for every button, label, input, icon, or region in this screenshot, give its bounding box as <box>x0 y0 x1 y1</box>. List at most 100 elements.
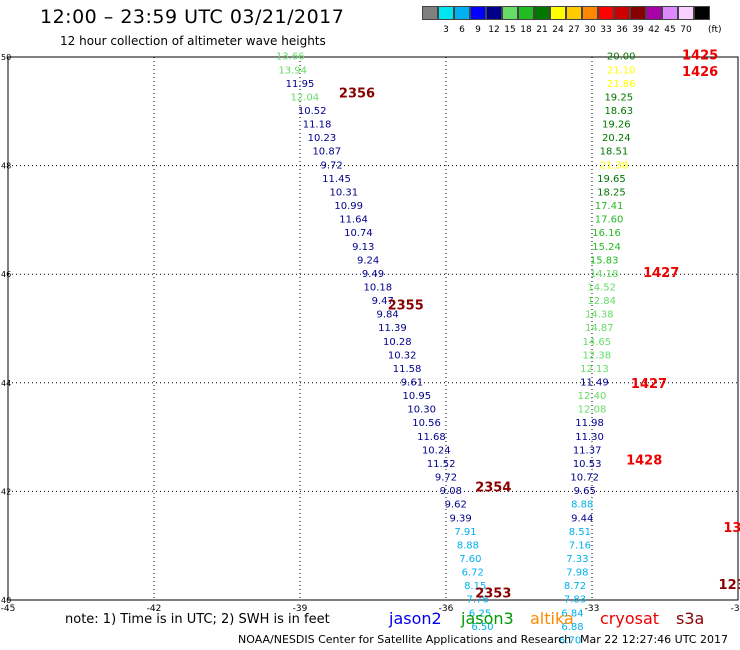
wave-height-label: 21.38 <box>600 160 629 171</box>
x-tick-label: -39 <box>293 604 308 614</box>
legend-label: 9 <box>475 25 481 35</box>
y-tick-label: 48 <box>1 162 11 171</box>
legend-label: 45 <box>664 25 676 35</box>
legend-label: 42 <box>648 25 660 35</box>
wave-height-label: 7.98 <box>566 568 588 579</box>
pass-time-label: 123 <box>719 578 740 593</box>
wave-height-label: 11.95 <box>286 79 315 90</box>
wave-height-label: 14.65 <box>583 337 612 348</box>
legend-swatch <box>614 6 630 20</box>
wave-height-label: 11.18 <box>303 120 332 131</box>
legend-swatch <box>678 6 694 20</box>
wave-height-label: 9.13 <box>352 242 374 253</box>
wave-height-label: 10.74 <box>344 228 373 239</box>
wave-height-label: 10.53 <box>573 459 602 470</box>
wave-height-label: 8.88 <box>571 500 593 511</box>
wave-height-label: 13.94 <box>278 65 307 76</box>
legend-label: 70 <box>680 25 692 35</box>
pass-time-label: 1427 <box>631 377 667 392</box>
legend-swatch <box>694 6 710 20</box>
wave-height-label: 6.25 <box>469 608 491 619</box>
pass-time-label: 1428 <box>626 453 662 468</box>
wave-height-label: 9.72 <box>321 160 343 171</box>
legend-swatch <box>534 6 550 20</box>
legend-label: 33 <box>600 25 612 35</box>
legend-label: 12 <box>488 25 500 35</box>
legend-swatch <box>422 6 438 20</box>
wave-height-label: 7.60 <box>459 554 481 565</box>
wave-height-label: 16.16 <box>592 228 621 239</box>
wave-height-label: 8.72 <box>564 581 586 592</box>
legend-swatch <box>470 6 486 20</box>
wave-height-label: 12.13 <box>580 364 609 375</box>
wave-height-label: 12.08 <box>578 405 607 416</box>
chart-title: 12:00 – 23:59 UTC 03/21/2017 <box>40 6 345 28</box>
x-tick-label: -45 <box>1 604 16 614</box>
wave-height-label: 19.26 <box>602 120 631 131</box>
wave-height-label: 7.83 <box>564 595 586 606</box>
y-tick-label: 40 <box>1 596 11 605</box>
wave-height-label: 8.88 <box>457 540 479 551</box>
wave-height-label: 8.51 <box>569 527 591 538</box>
wave-height-label: 18.25 <box>597 187 626 198</box>
satellite-s3a-label: s3a <box>676 609 705 628</box>
wave-height-label: 7.33 <box>566 554 588 565</box>
wave-height-label: 12.40 <box>578 391 607 402</box>
wave-height-label: 12.04 <box>291 92 320 103</box>
wave-height-label: 18.51 <box>600 147 629 158</box>
wave-height-label: 11.58 <box>393 364 422 375</box>
wave-height-label: 15.24 <box>592 242 621 253</box>
wave-height-label: 9.44 <box>571 513 593 524</box>
wave-height-label: 12.84 <box>587 296 616 307</box>
footer-credit: NOAA/NESDIS Center for Satellite Applica… <box>238 633 572 646</box>
wave-height-label: 10.28 <box>383 337 412 348</box>
legend-swatch <box>646 6 662 20</box>
wave-height-label: 14.52 <box>587 282 616 293</box>
wave-height-label: 21.86 <box>607 79 636 90</box>
x-tick-label: -33 <box>585 604 600 614</box>
wave-height-label: 9.65 <box>574 486 596 497</box>
wave-height-label: 10.95 <box>402 391 431 402</box>
wave-height-label: 7.91 <box>454 527 476 538</box>
wave-height-label: 17.60 <box>595 215 624 226</box>
wave-height-label: 11.45 <box>322 174 351 185</box>
wave-height-label: 11.64 <box>339 215 368 226</box>
wave-height-label: 10.72 <box>570 473 599 484</box>
note-text: note: 1) Time is in UTC; 2) SWH is in fe… <box>65 612 330 627</box>
chart-subtitle: 12 hour collection of altimeter wave hei… <box>60 34 326 48</box>
legend-label: 15 <box>504 25 516 35</box>
wave-height-label: 19.25 <box>604 92 633 103</box>
wave-height-label: 10.99 <box>334 201 363 212</box>
legend-swatch <box>518 6 534 20</box>
plot-frame <box>7 56 739 601</box>
wave-height-label: 9.08 <box>440 486 462 497</box>
legend-swatch <box>662 6 678 20</box>
legend-swatch <box>550 6 566 20</box>
pass-time-label: 1426 <box>682 65 718 80</box>
wave-height-label: 11.98 <box>575 418 604 429</box>
pass-time-label: 2356 <box>339 87 375 102</box>
wave-height-label: 18.63 <box>604 106 633 117</box>
wave-height-label: 14.87 <box>585 323 614 334</box>
wave-height-label: 14.38 <box>585 310 614 321</box>
y-tick-label: 44 <box>1 379 11 388</box>
wave-height-label: 9.24 <box>357 255 379 266</box>
legend-label: 21 <box>536 25 548 35</box>
wave-height-label: 9.62 <box>445 500 467 511</box>
pass-time-label: 1427 <box>643 266 679 281</box>
x-tick-label: -36 <box>439 604 454 614</box>
wave-height-label: 6.50 <box>471 622 493 633</box>
y-tick-label: 42 <box>1 487 11 496</box>
wave-height-label: 9.72 <box>435 473 457 484</box>
wave-height-label: 20.00 <box>607 52 636 63</box>
wave-height-label: 10.56 <box>412 418 441 429</box>
legend-swatch <box>486 6 502 20</box>
wave-height-label: 10.52 <box>298 106 327 117</box>
y-tick-label: 50 <box>1 53 11 62</box>
wave-height-label: 10.18 <box>364 282 393 293</box>
wave-height-label: 11.30 <box>575 432 604 443</box>
wave-height-label: 9.61 <box>401 378 423 389</box>
wave-height-label: 9.47 <box>372 296 394 307</box>
wave-height-label: 11.68 <box>417 432 446 443</box>
